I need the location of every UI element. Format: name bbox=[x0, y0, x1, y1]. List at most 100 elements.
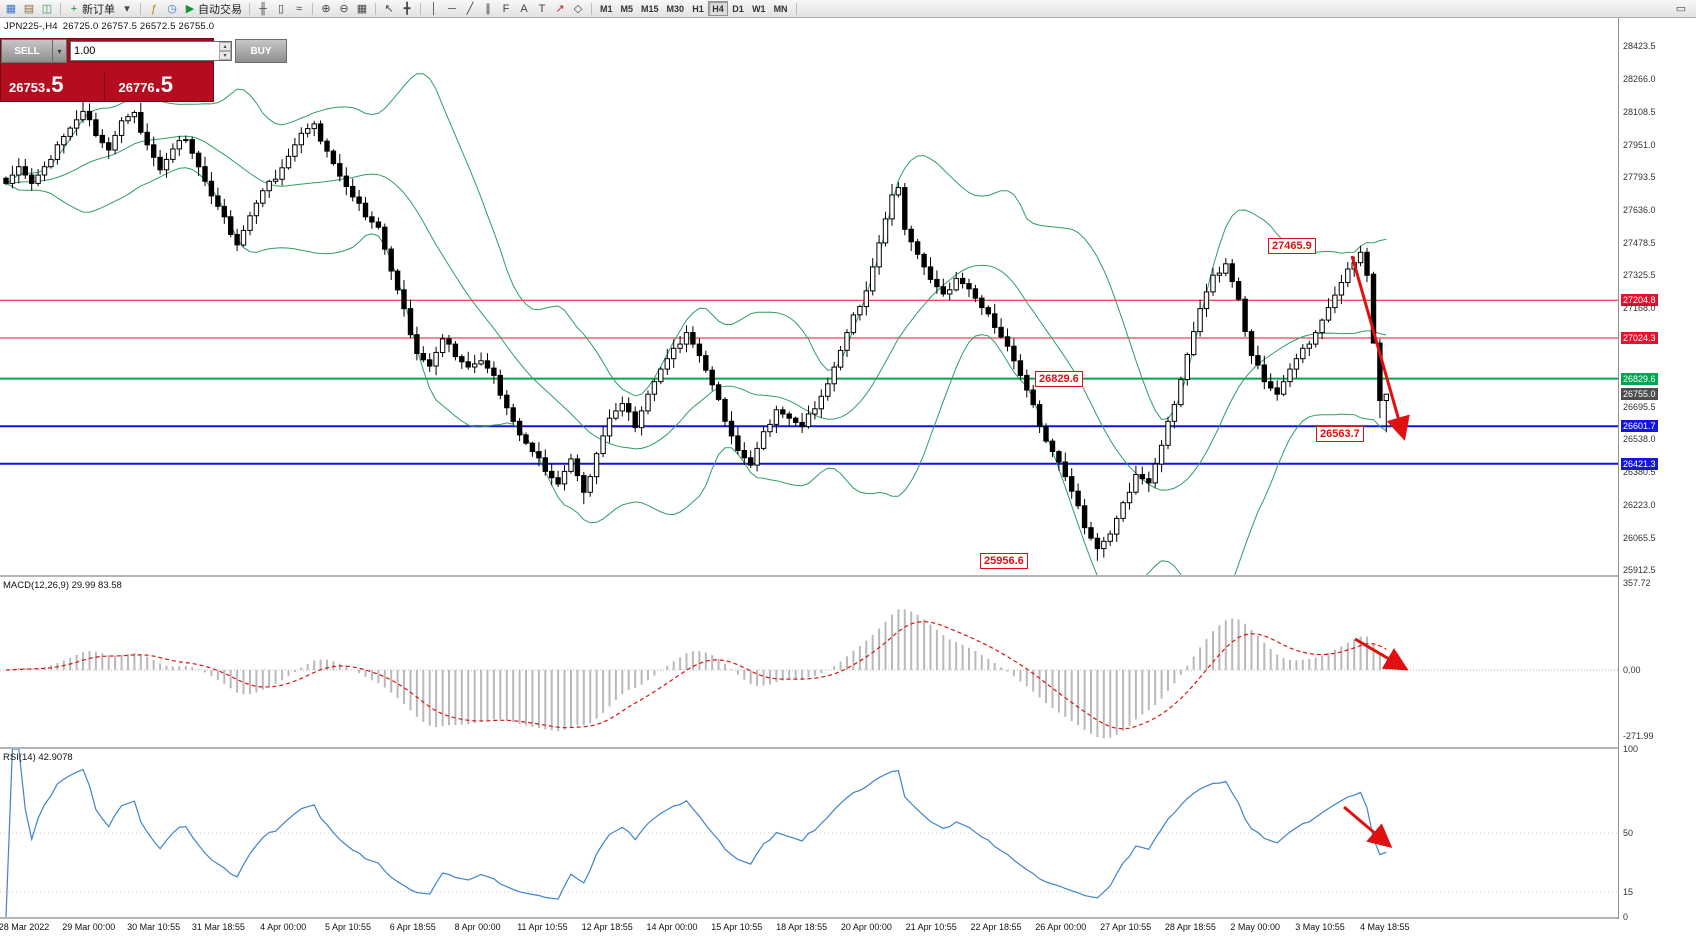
time-axis-label: 28 Apr 18:55 bbox=[1164, 922, 1216, 932]
timeframe-h4[interactable]: H4 bbox=[708, 1, 729, 16]
volume-up-button[interactable]: ▴ bbox=[219, 42, 231, 51]
market-watch-icon: ◫ bbox=[41, 2, 53, 15]
axis-label: 27168.0 bbox=[1623, 303, 1656, 313]
service-group: ƒ ◷ ▶ 自动交易 bbox=[145, 1, 245, 17]
macd-histogram bbox=[11, 609, 1388, 739]
market-watch-button[interactable]: ◫ bbox=[38, 1, 56, 17]
axis-label: 27793.5 bbox=[1623, 172, 1656, 182]
order-dropdown-button[interactable]: ▾ bbox=[118, 1, 136, 17]
buy-price-frac: .5 bbox=[154, 72, 174, 97]
arrows-button[interactable]: ↗ bbox=[551, 1, 569, 17]
volume-down-button[interactable]: ▾ bbox=[219, 51, 231, 60]
axis-label: 50 bbox=[1623, 828, 1634, 838]
timeframe-w1[interactable]: W1 bbox=[748, 1, 770, 16]
horizontal-line-button[interactable]: ─ bbox=[443, 1, 461, 17]
timeframe-mn[interactable]: MN bbox=[770, 1, 792, 16]
time-axis-label: 18 Apr 18:55 bbox=[776, 922, 828, 932]
zoom-group: ⊕ ⊖ ▦ bbox=[317, 1, 371, 17]
order-group: + 新订单 ▾ bbox=[65, 1, 136, 17]
axis-label: 0.00 bbox=[1623, 665, 1641, 675]
zoom-out-button[interactable]: ⊖ bbox=[335, 1, 353, 17]
history-center-icon: ◷ bbox=[167, 2, 177, 15]
crosshair-button[interactable]: ╋ bbox=[398, 1, 416, 17]
new-chart-icon: ▦ bbox=[5, 2, 17, 15]
main-chart[interactable] bbox=[0, 18, 1618, 613]
price-annotation: 25956.6 bbox=[980, 553, 1028, 569]
profiles-button[interactable]: ▤ bbox=[20, 1, 38, 17]
history-center-button[interactable]: ◷ bbox=[163, 1, 181, 17]
cursor-button[interactable]: ↖ bbox=[380, 1, 398, 17]
chart-type-group: ╫ ▯ ≈ bbox=[254, 1, 308, 17]
timeframe-m1[interactable]: M1 bbox=[596, 1, 617, 16]
fibonacci-button[interactable]: F bbox=[497, 1, 515, 17]
time-axis-label: 8 Apr 00:00 bbox=[454, 922, 501, 932]
time-axis-label: 26 Apr 00:00 bbox=[1035, 922, 1087, 932]
sell-price[interactable]: 26753.5 bbox=[1, 72, 104, 101]
panel-separator[interactable] bbox=[0, 575, 1696, 577]
timeframe-h1[interactable]: H1 bbox=[688, 1, 708, 16]
label-button[interactable]: T bbox=[533, 1, 551, 17]
indicators-button[interactable]: ƒ bbox=[145, 1, 163, 17]
axis-label: 26695.5 bbox=[1623, 402, 1656, 412]
text-button[interactable]: A bbox=[515, 1, 533, 17]
price-axis[interactable]: 28423.5 28266.0 28108.5 27951.0 27793.5 27636… bbox=[1618, 18, 1696, 922]
axis-label: 26065.5 bbox=[1623, 533, 1656, 543]
axis-label: 100 bbox=[1623, 744, 1639, 754]
chart-symbol-info: JPN225-,H4 26725.0 26757.5 26572.5 26755.… bbox=[4, 21, 219, 32]
new-order-button[interactable]: + 新订单 bbox=[65, 1, 118, 17]
toolbar-separator bbox=[591, 2, 592, 15]
new-chart-button[interactable]: ▦ bbox=[2, 1, 20, 17]
sell-price-main: 26753 bbox=[9, 80, 46, 95]
axis-label: 27636.0 bbox=[1623, 205, 1656, 215]
panel-separator[interactable] bbox=[0, 747, 1696, 749]
sell-price-frac: .5 bbox=[45, 72, 64, 97]
axis-label: 15 bbox=[1623, 887, 1634, 897]
volume-input[interactable] bbox=[71, 42, 219, 60]
timeframe-m5[interactable]: M5 bbox=[617, 1, 638, 16]
tile-windows-button[interactable]: ▦ bbox=[353, 1, 371, 17]
panel-separator[interactable] bbox=[0, 917, 1696, 919]
cursor-group: ↖ ╋ bbox=[380, 1, 416, 17]
vertical-line-button[interactable]: │ bbox=[425, 1, 443, 17]
trade-panel-top-row: SELL ▾ ▴ ▾ BUY bbox=[1, 39, 287, 63]
macd-panel[interactable] bbox=[0, 577, 1618, 747]
axis-label: 27024.3 bbox=[1621, 332, 1658, 344]
time-axis-label: 6 Apr 18:55 bbox=[389, 922, 436, 932]
rsi-panel[interactable] bbox=[0, 748, 1618, 918]
axis-label: 357.72 bbox=[1623, 578, 1651, 588]
time-axis[interactable]: 28 Mar 2022 29 Mar 00:00 30 Mar 10:55 31 Ma… bbox=[0, 919, 1618, 938]
bar-chart-button[interactable]: ╫ bbox=[254, 1, 272, 17]
volume-field: ▴ ▾ bbox=[70, 41, 232, 61]
axis-label: 28108.5 bbox=[1623, 107, 1656, 117]
timeframe-m15[interactable]: M15 bbox=[637, 1, 663, 16]
vertical-line-icon: │ bbox=[430, 2, 438, 15]
toolbar-separator bbox=[312, 2, 313, 15]
zoom-in-icon: ⊕ bbox=[321, 2, 331, 15]
axis-label: 0 bbox=[1623, 912, 1629, 922]
trend-arrow-macd bbox=[1354, 637, 1409, 671]
bollinger-bands bbox=[5, 73, 1387, 613]
timeframe-m30[interactable]: M30 bbox=[663, 1, 689, 16]
buy-price[interactable]: 26776.5 bbox=[103, 72, 214, 101]
candlestick-chart-button[interactable]: ▯ bbox=[272, 1, 290, 17]
chart-shift-button[interactable]: ▭ bbox=[1672, 1, 1690, 17]
right-group: ▭ bbox=[1672, 1, 1690, 17]
cursor-icon: ↖ bbox=[384, 2, 394, 15]
buy-button[interactable]: BUY bbox=[235, 39, 287, 63]
channel-button[interactable]: ∥ bbox=[479, 1, 497, 17]
shapes-button[interactable]: ◇ bbox=[569, 1, 587, 17]
autotrading-button[interactable]: ▶ 自动交易 bbox=[181, 1, 245, 17]
sell-button[interactable]: SELL bbox=[1, 39, 53, 63]
trade-panel-dropdown[interactable]: ▾ bbox=[53, 39, 67, 63]
line-chart-button[interactable]: ≈ bbox=[290, 1, 308, 17]
fibonacci-icon: F bbox=[502, 2, 510, 15]
shapes-icon: ◇ bbox=[573, 2, 583, 15]
timeframe-d1[interactable]: D1 bbox=[728, 1, 748, 16]
candles bbox=[3, 94, 1389, 561]
zoom-in-button[interactable]: ⊕ bbox=[317, 1, 335, 17]
time-axis-label: 29 Mar 00:00 bbox=[62, 922, 116, 932]
buy-price-main: 26776 bbox=[118, 80, 155, 95]
new-order-label: 新订单 bbox=[82, 3, 115, 16]
trendline-button[interactable]: ╱ bbox=[461, 1, 479, 17]
time-axis-label: 11 Apr 10:55 bbox=[517, 922, 568, 932]
